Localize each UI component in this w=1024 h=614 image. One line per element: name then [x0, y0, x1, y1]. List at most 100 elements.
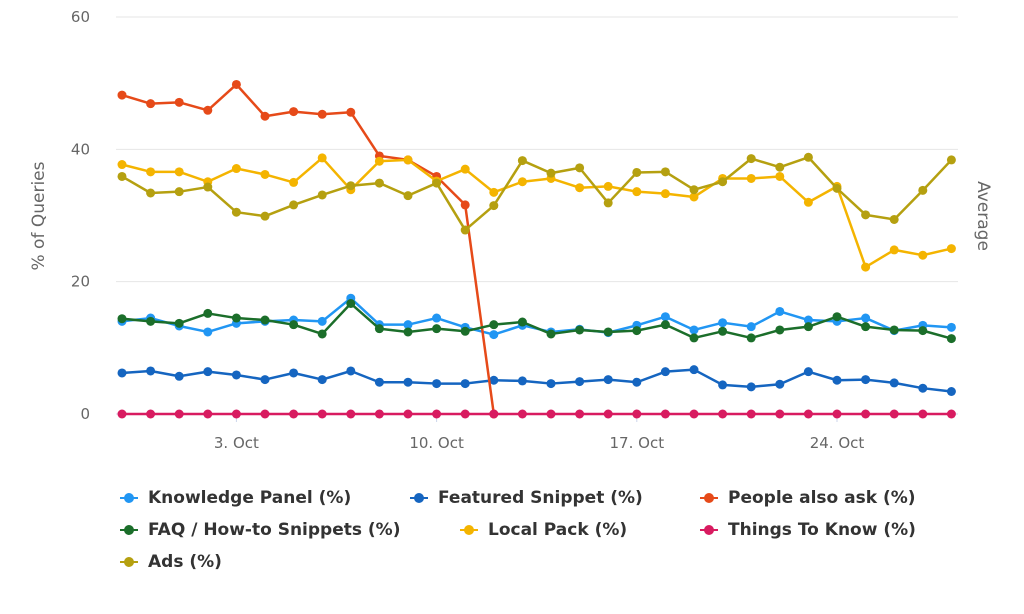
data-point[interactable] — [231, 79, 241, 89]
data-point[interactable] — [946, 244, 956, 254]
series-line[interactable] — [120, 156, 953, 269]
data-point[interactable] — [689, 325, 699, 335]
data-point[interactable] — [289, 107, 299, 117]
data-point[interactable] — [117, 171, 127, 181]
data-point[interactable] — [203, 409, 213, 419]
data-point[interactable] — [517, 156, 527, 166]
data-point[interactable] — [832, 183, 842, 193]
legend-item-things-to-know[interactable]: Things To Know (%) — [700, 520, 916, 540]
data-point[interactable] — [460, 409, 470, 419]
series-line[interactable] — [120, 83, 496, 416]
legend-item-faq-how-to[interactable]: FAQ / How-to Snippets (%) — [120, 520, 460, 540]
data-point[interactable] — [231, 207, 241, 217]
series-line[interactable] — [120, 302, 953, 340]
data-point[interactable] — [374, 377, 384, 387]
data-point[interactable] — [946, 409, 956, 419]
data-point[interactable] — [117, 314, 127, 324]
data-point[interactable] — [403, 377, 413, 387]
data-point[interactable] — [918, 185, 928, 195]
data-point[interactable] — [432, 324, 442, 334]
data-point[interactable] — [260, 409, 270, 419]
data-point[interactable] — [861, 322, 871, 332]
data-point[interactable] — [689, 409, 699, 419]
data-point[interactable] — [289, 409, 299, 419]
data-point[interactable] — [174, 167, 184, 177]
data-point[interactable] — [546, 168, 556, 178]
data-point[interactable] — [632, 377, 642, 387]
data-point[interactable] — [946, 387, 956, 397]
data-point[interactable] — [117, 160, 127, 170]
data-point[interactable] — [632, 187, 642, 197]
data-point[interactable] — [117, 90, 127, 100]
data-point[interactable] — [260, 315, 270, 325]
data-point[interactable] — [174, 409, 184, 419]
data-point[interactable] — [775, 325, 785, 335]
data-point[interactable] — [117, 409, 127, 419]
data-point[interactable] — [889, 409, 899, 419]
data-point[interactable] — [889, 245, 899, 255]
data-point[interactable] — [231, 164, 241, 174]
data-point[interactable] — [746, 409, 756, 419]
data-point[interactable] — [346, 181, 356, 191]
data-point[interactable] — [861, 210, 871, 220]
data-point[interactable] — [346, 107, 356, 117]
data-point[interactable] — [146, 188, 156, 198]
data-point[interactable] — [946, 334, 956, 344]
data-point[interactable] — [146, 99, 156, 109]
data-point[interactable] — [918, 383, 928, 393]
data-point[interactable] — [861, 313, 871, 323]
data-point[interactable] — [374, 178, 384, 188]
data-point[interactable] — [832, 312, 842, 322]
legend-item-knowledge-panel[interactable]: Knowledge Panel (%) — [120, 488, 410, 508]
data-point[interactable] — [203, 327, 213, 337]
data-point[interactable] — [489, 187, 499, 197]
data-point[interactable] — [174, 371, 184, 381]
legend-item-local-pack[interactable]: Local Pack (%) — [460, 520, 700, 540]
data-point[interactable] — [918, 409, 928, 419]
data-point[interactable] — [718, 177, 728, 187]
data-point[interactable] — [546, 329, 556, 339]
data-point[interactable] — [403, 191, 413, 201]
data-point[interactable] — [603, 327, 613, 337]
data-point[interactable] — [346, 409, 356, 419]
legend-item-people-also-ask[interactable]: People also ask (%) — [700, 488, 916, 508]
data-point[interactable] — [260, 375, 270, 385]
data-point[interactable] — [146, 316, 156, 326]
data-point[interactable] — [403, 409, 413, 419]
data-point[interactable] — [803, 322, 813, 332]
data-point[interactable] — [718, 326, 728, 336]
data-point[interactable] — [718, 380, 728, 390]
data-point[interactable] — [775, 306, 785, 316]
data-point[interactable] — [146, 366, 156, 376]
data-point[interactable] — [718, 318, 728, 328]
data-point[interactable] — [575, 325, 585, 335]
legend-item-ads[interactable]: Ads (%) — [120, 552, 222, 572]
data-point[interactable] — [374, 324, 384, 334]
data-point[interactable] — [203, 308, 213, 318]
data-point[interactable] — [803, 152, 813, 162]
data-point[interactable] — [432, 409, 442, 419]
data-point[interactable] — [231, 409, 241, 419]
data-point[interactable] — [317, 329, 327, 339]
data-point[interactable] — [918, 326, 928, 336]
data-point[interactable] — [432, 178, 442, 188]
data-point[interactable] — [460, 164, 470, 174]
data-point[interactable] — [746, 382, 756, 392]
data-point[interactable] — [603, 409, 613, 419]
data-point[interactable] — [203, 105, 213, 115]
data-point[interactable] — [403, 320, 413, 330]
data-point[interactable] — [317, 190, 327, 200]
data-point[interactable] — [203, 182, 213, 192]
data-point[interactable] — [517, 409, 527, 419]
data-point[interactable] — [689, 185, 699, 195]
data-point[interactable] — [231, 370, 241, 380]
data-point[interactable] — [146, 167, 156, 177]
data-point[interactable] — [775, 171, 785, 181]
data-point[interactable] — [660, 167, 670, 177]
data-point[interactable] — [203, 367, 213, 377]
data-point[interactable] — [946, 322, 956, 332]
data-point[interactable] — [374, 156, 384, 166]
data-point[interactable] — [660, 189, 670, 199]
data-point[interactable] — [746, 173, 756, 183]
data-point[interactable] — [489, 320, 499, 330]
